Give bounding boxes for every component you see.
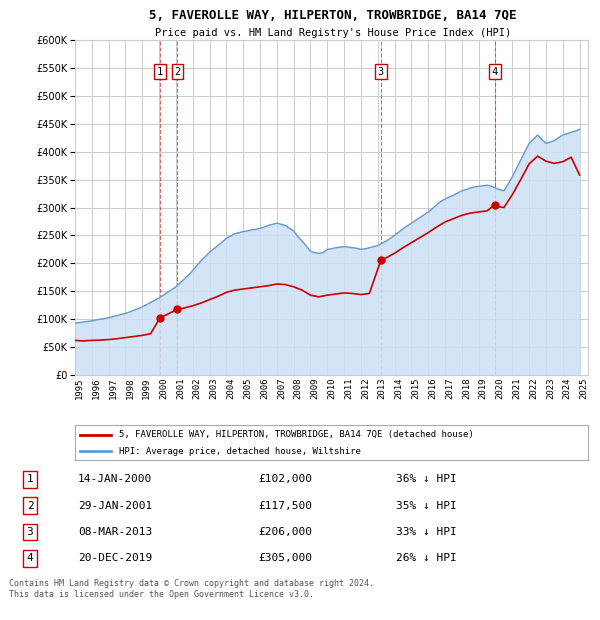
Text: 2020: 2020 (496, 377, 505, 399)
Text: 2012: 2012 (361, 377, 370, 399)
Text: 2007: 2007 (277, 377, 286, 399)
Text: 2: 2 (174, 67, 181, 77)
Text: 14-JAN-2000: 14-JAN-2000 (78, 474, 152, 484)
Text: 29-JAN-2001: 29-JAN-2001 (78, 501, 152, 511)
Text: Contains HM Land Registry data © Crown copyright and database right 2024.
This d: Contains HM Land Registry data © Crown c… (9, 579, 374, 598)
Text: 2005: 2005 (243, 377, 252, 399)
Text: 5, FAVEROLLE WAY, HILPERTON, TROWBRIDGE, BA14 7QE (detached house): 5, FAVEROLLE WAY, HILPERTON, TROWBRIDGE,… (119, 430, 473, 440)
Text: HPI: Average price, detached house, Wiltshire: HPI: Average price, detached house, Wilt… (119, 447, 361, 456)
Text: 3: 3 (378, 67, 384, 77)
Text: 2003: 2003 (209, 377, 218, 399)
Text: 35% ↓ HPI: 35% ↓ HPI (396, 501, 457, 511)
Text: £206,000: £206,000 (258, 527, 312, 537)
Text: 5, FAVEROLLE WAY, HILPERTON, TROWBRIDGE, BA14 7QE: 5, FAVEROLLE WAY, HILPERTON, TROWBRIDGE,… (149, 9, 517, 22)
Text: 20-DEC-2019: 20-DEC-2019 (78, 553, 152, 563)
Text: 2004: 2004 (226, 377, 235, 399)
Text: 3: 3 (26, 527, 34, 537)
Text: 2024: 2024 (563, 377, 572, 399)
Text: 2023: 2023 (546, 377, 555, 399)
Text: £305,000: £305,000 (258, 553, 312, 563)
Text: 4: 4 (492, 67, 498, 77)
Text: 2013: 2013 (378, 377, 387, 399)
Text: 2019: 2019 (479, 377, 488, 399)
Text: 2006: 2006 (260, 377, 269, 399)
Text: 2021: 2021 (512, 377, 521, 399)
Text: 2018: 2018 (462, 377, 471, 399)
Text: 2002: 2002 (193, 377, 202, 399)
Text: 26% ↓ HPI: 26% ↓ HPI (396, 553, 457, 563)
Text: 36% ↓ HPI: 36% ↓ HPI (396, 474, 457, 484)
Text: 1: 1 (26, 474, 34, 484)
Text: 2017: 2017 (445, 377, 454, 399)
Text: 1999: 1999 (142, 377, 151, 399)
Text: 2008: 2008 (293, 377, 302, 399)
Text: 2: 2 (26, 501, 34, 511)
Text: 1995: 1995 (75, 377, 84, 399)
Text: 2010: 2010 (327, 377, 336, 399)
Text: 1996: 1996 (92, 377, 101, 399)
Text: 2014: 2014 (395, 377, 404, 399)
Text: £102,000: £102,000 (258, 474, 312, 484)
Text: 2022: 2022 (529, 377, 538, 399)
Text: 08-MAR-2013: 08-MAR-2013 (78, 527, 152, 537)
Text: 1: 1 (157, 67, 163, 77)
Text: 1997: 1997 (109, 377, 118, 399)
Text: 2011: 2011 (344, 377, 353, 399)
Text: 2000: 2000 (159, 377, 168, 399)
Text: 2001: 2001 (176, 377, 185, 399)
Text: 1998: 1998 (125, 377, 134, 399)
Text: 2016: 2016 (428, 377, 437, 399)
Text: 2009: 2009 (310, 377, 319, 399)
Text: £117,500: £117,500 (258, 501, 312, 511)
Text: Price paid vs. HM Land Registry's House Price Index (HPI): Price paid vs. HM Land Registry's House … (155, 28, 511, 38)
Text: 4: 4 (26, 553, 34, 563)
Text: 2015: 2015 (412, 377, 421, 399)
Text: 2025: 2025 (580, 377, 589, 399)
Text: 33% ↓ HPI: 33% ↓ HPI (396, 527, 457, 537)
